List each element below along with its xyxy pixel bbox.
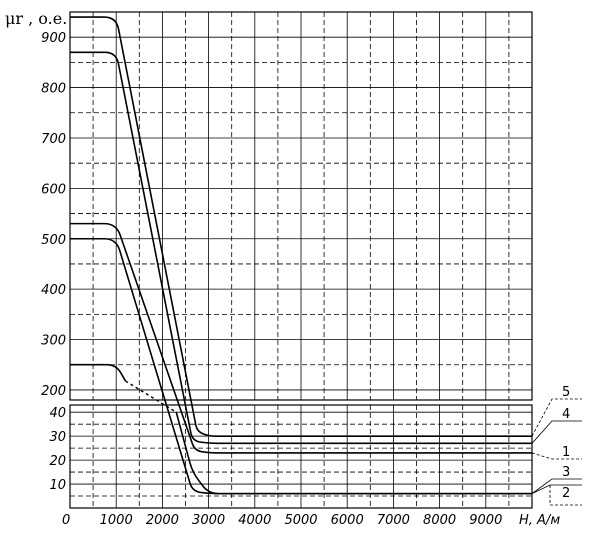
y-tick-label: 800 bbox=[41, 82, 66, 97]
curve-5-leader bbox=[531, 398, 582, 437]
y-tick-label: 300 bbox=[41, 334, 66, 349]
x-tick-label: 9000 bbox=[469, 513, 502, 528]
curve-4-label: 4 bbox=[562, 407, 570, 422]
plot-frame bbox=[69, 11, 533, 509]
curve-3 bbox=[175, 411, 532, 495]
grid bbox=[69, 12, 533, 508]
curve-labels: 1 2 3 4 5 bbox=[531, 385, 582, 506]
y-tick-label: 700 bbox=[41, 132, 66, 147]
x-tick-label: 6000 bbox=[331, 513, 364, 528]
curve-4 bbox=[70, 51, 532, 445]
y-tick-label: 600 bbox=[41, 182, 66, 197]
y-tick-label: 200 bbox=[41, 384, 66, 399]
lower-panel-frame bbox=[69, 404, 533, 509]
curve-2 bbox=[70, 237, 532, 495]
curve-1 bbox=[70, 222, 532, 454]
curve-1-leader bbox=[531, 452, 582, 460]
x-tick-label: 1000 bbox=[100, 513, 133, 528]
curve-3-leader bbox=[531, 478, 582, 494]
curve-3 bbox=[70, 363, 127, 382]
y-tick-label: 20 bbox=[49, 454, 66, 469]
curve-5-label: 5 bbox=[562, 385, 570, 400]
curve-2-label: 2 bbox=[562, 486, 570, 501]
x-tick-label: 7000 bbox=[377, 513, 410, 528]
y-tick-label: 40 bbox=[49, 406, 66, 421]
x-tick-label: 5000 bbox=[284, 513, 317, 528]
x-axis-label: H, A/м bbox=[519, 513, 560, 528]
y-tick-label: 30 bbox=[49, 430, 66, 445]
curve-2-leader bbox=[549, 485, 582, 506]
y-tick-label: 900 bbox=[41, 31, 66, 46]
y-tick-label: 10 bbox=[49, 478, 66, 493]
y-tick-label: 500 bbox=[41, 233, 66, 248]
curve-1-label: 1 bbox=[562, 445, 570, 460]
curve-4-leader bbox=[531, 420, 582, 444]
x-tick-label: 0 bbox=[62, 513, 70, 528]
x-tick-label: 4000 bbox=[238, 513, 271, 528]
curve-3-label: 3 bbox=[562, 465, 570, 480]
upper-panel-frame bbox=[69, 11, 533, 401]
curve-2-leader bbox=[531, 484, 582, 494]
y-axis-label: μr , o.e. bbox=[5, 9, 67, 28]
curves bbox=[70, 16, 532, 495]
y-tick-label: 400 bbox=[41, 283, 66, 298]
x-tick-label: 3000 bbox=[192, 513, 225, 528]
curve-5 bbox=[70, 16, 532, 437]
curve-3-dashed bbox=[125, 380, 177, 413]
x-tick-label: 8000 bbox=[423, 513, 456, 528]
x-tick-label: 2000 bbox=[146, 513, 179, 528]
